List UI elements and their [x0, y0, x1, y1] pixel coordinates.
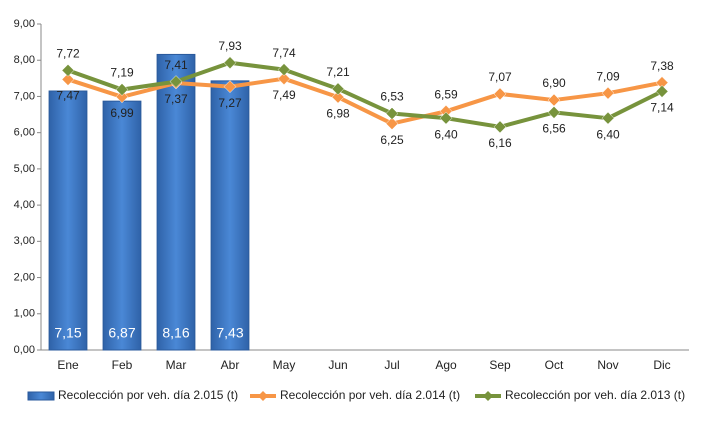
x-tick-label: Sep [489, 358, 511, 372]
line-value-label: 6,98 [326, 106, 350, 120]
x-tick-label: May [273, 358, 296, 372]
line-value-label: 7,72 [56, 47, 80, 61]
y-tick-label: 7,00 [14, 90, 35, 102]
line-marker [601, 86, 615, 100]
line-marker [223, 56, 237, 70]
line-marker [61, 64, 75, 77]
line-value-label: 7,41 [164, 58, 188, 72]
line-value-label: 6,25 [380, 133, 404, 147]
line-marker [439, 111, 453, 125]
line-marker [61, 73, 75, 86]
line-marker [331, 82, 345, 96]
line-value-label: 7,93 [218, 39, 242, 53]
x-tick-label: Nov [597, 358, 618, 372]
y-tick-label: 9,00 [14, 18, 35, 30]
line [67, 76, 663, 126]
y-tick-label: 8,00 [14, 54, 35, 66]
legend-swatch [27, 391, 55, 401]
y-tick-label: 2,00 [14, 271, 35, 283]
line-value-label: 7,37 [164, 92, 188, 106]
x-tick-label: Mar [166, 358, 187, 372]
line-marker [277, 72, 291, 86]
x-tick-label: Jul [384, 358, 399, 372]
y-tick-label: 6,00 [14, 127, 35, 139]
bar-value-label: 7,43 [216, 325, 243, 341]
bar-value-label: 7,15 [54, 325, 81, 341]
line-value-label: 6,99 [110, 106, 134, 120]
line-value-label: 7,74 [272, 46, 296, 60]
y-tick-label: 4,00 [14, 199, 35, 211]
line-marker [223, 80, 237, 94]
line-value-label: 6,56 [542, 122, 566, 136]
bar-value-label: 6,87 [108, 325, 135, 341]
bar [48, 90, 88, 351]
x-tick-label: Ago [435, 358, 457, 372]
line-marker [385, 107, 399, 120]
line-value-label: 7,21 [326, 65, 350, 79]
line-marker [493, 87, 507, 101]
bar [210, 80, 250, 351]
line-value-label: 7,09 [596, 69, 620, 83]
line-value-label: 6,59 [434, 87, 458, 101]
line-marker [547, 106, 561, 119]
line-value-label: 7,38 [650, 59, 674, 73]
line-marker [655, 85, 669, 98]
line-value-label: 7,47 [56, 89, 80, 103]
line-marker [115, 83, 129, 96]
y-tick-label: 0,00 [14, 344, 35, 356]
line-value-label: 7,07 [488, 70, 512, 84]
line-marker [601, 111, 615, 125]
line-value-label: 7,14 [650, 101, 674, 115]
bar-value-label: 8,16 [162, 325, 189, 341]
line-value-label: 6,40 [596, 127, 620, 141]
legend-marker [483, 391, 493, 401]
line-value-label: 6,53 [380, 90, 404, 104]
line-marker [277, 63, 291, 76]
x-tick-label: Dic [653, 358, 670, 372]
line-marker [493, 120, 507, 134]
legend-label: Recolección por veh. día 2.013 (t) [505, 388, 685, 402]
legend-label: Recolección por veh. día 2.015 (t) [58, 388, 238, 402]
line-value-label: 6,90 [542, 76, 566, 90]
legend-label: Recolección por veh. día 2.014 (t) [280, 388, 460, 402]
line-marker [115, 90, 129, 104]
bar [102, 100, 142, 351]
bar [156, 53, 196, 351]
line-marker [385, 117, 399, 130]
line-value-label: 6,40 [434, 127, 458, 141]
legend-marker [258, 391, 268, 401]
line-value-label: 6,16 [488, 136, 512, 150]
y-tick-label: 5,00 [14, 163, 35, 175]
line-value-label: 7,27 [218, 96, 242, 110]
x-tick-label: Ene [57, 358, 79, 372]
y-tick-label: 1,00 [14, 308, 35, 320]
line [67, 60, 663, 129]
line-marker [331, 90, 345, 104]
x-tick-label: Oct [545, 358, 564, 372]
line-marker [547, 93, 561, 107]
line-value-label: 7,49 [272, 88, 296, 102]
x-tick-label: Jun [328, 358, 347, 372]
x-tick-label: Abr [221, 358, 240, 372]
x-tick-label: Feb [112, 358, 133, 372]
y-tick-label: 3,00 [14, 235, 35, 247]
line-value-label: 7,19 [110, 66, 134, 80]
line-marker [169, 75, 183, 88]
